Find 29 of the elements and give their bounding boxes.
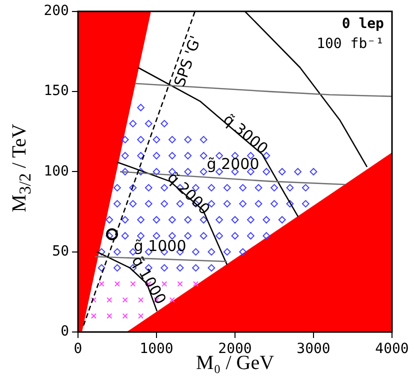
x-tick-label: 1000 <box>140 341 174 358</box>
y-tick-label: 0 <box>60 324 69 340</box>
y-tick-label: 200 <box>44 3 69 20</box>
point <box>114 281 120 287</box>
point <box>106 313 112 319</box>
y-tick-label: 100 <box>44 163 69 180</box>
x-axis-title: M₀ / GeV <box>196 352 274 375</box>
annotation: SPS 'G' <box>170 33 205 90</box>
point <box>98 281 104 287</box>
y-tick-label: 150 <box>44 83 69 100</box>
annotation: 0 lep <box>342 16 384 32</box>
annotation: g̃ 2000 <box>206 155 260 174</box>
point <box>138 313 144 319</box>
annotation: g̃ 1000 <box>134 236 186 255</box>
x-tick-label: 3000 <box>296 341 330 358</box>
point <box>169 297 175 303</box>
x-tick-label: 0 <box>74 341 82 358</box>
point <box>106 228 118 240</box>
point <box>122 313 128 319</box>
point <box>90 313 96 319</box>
point <box>192 281 199 287</box>
point <box>130 281 136 287</box>
point <box>106 297 112 303</box>
point <box>122 297 128 303</box>
y-tick-label: 50 <box>52 243 69 260</box>
point <box>177 281 183 287</box>
x-tick-label: 4000 <box>375 341 409 358</box>
point <box>90 297 96 303</box>
annotation: 100 fb⁻¹ <box>316 36 384 52</box>
